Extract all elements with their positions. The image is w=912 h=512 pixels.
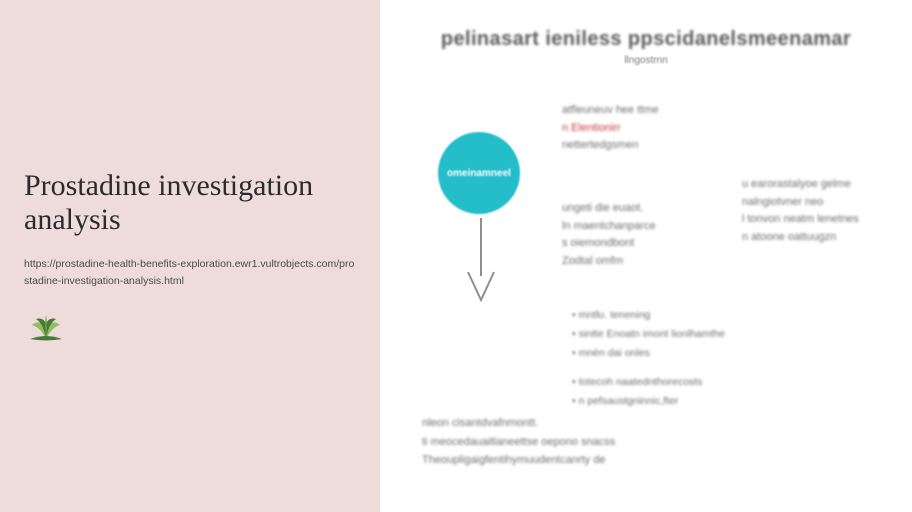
tb2-l4: Zodtal omfm xyxy=(562,253,722,271)
logo-icon xyxy=(24,313,68,343)
leaf-group xyxy=(30,315,62,341)
diagram-body: omeinamneel atfleuneuv hee ttme n Elenti… xyxy=(402,96,890,476)
page-title: Prostadine investigation analysis xyxy=(24,169,356,238)
text-block-2: ungeti die euaot. ln maentchanparce s oi… xyxy=(562,200,722,270)
tb2-l2: ln maentchanparce xyxy=(562,218,722,236)
tb3-l2: nalngiotvner neo xyxy=(742,194,912,212)
diagram-subtitle: llngostrnn xyxy=(402,55,890,66)
bullet-3: mnèn dai onles xyxy=(572,344,832,363)
bullet-4: totecoh naatednthorecosts xyxy=(572,373,832,392)
tb3-l3: l tonvon neatm lenetnes xyxy=(742,211,912,229)
text-block-1: atfleuneuv hee ttme n Elentionirr netter… xyxy=(562,102,742,155)
footer-l2: ti meocedauaitlaneettse oepono snacss xyxy=(422,433,902,452)
tb2-l3: s oiemondbont xyxy=(562,235,722,253)
tb1-l2: n Elentionirr xyxy=(562,120,742,138)
page-url[interactable]: https://prostadine-health-benefits-explo… xyxy=(24,256,356,290)
circle-node: omeinamneel xyxy=(438,132,520,214)
bullet-2: sintte Enoatn imont lionlhamthe xyxy=(572,325,832,344)
tb1-l1: atfleuneuv hee ttme xyxy=(562,102,742,120)
footer-l1: nleon cisantdvafnmontt. xyxy=(422,414,902,433)
bullet-5: n pefsaustgninnic,fter xyxy=(572,392,832,411)
diagram-title: pelinasart ieniless ppscidanelsmeenamar xyxy=(402,28,890,51)
logo-row xyxy=(24,313,356,343)
circle-label: omeinamneel xyxy=(447,168,511,179)
bullet-list: mntlu. tenening sintte Enoatn imont lion… xyxy=(572,306,832,410)
tb1-l3: nettertedgsmen xyxy=(562,137,742,155)
footer-text: nleon cisantdvafnmontt. ti meocedauaitla… xyxy=(422,414,902,470)
tb3-l1: u earorastalyoe gelme xyxy=(742,176,912,194)
bullet-1: mntlu. tenening xyxy=(572,306,832,325)
left-panel: Prostadine investigation analysis https:… xyxy=(0,0,380,512)
tb2-l1: ungeti die euaot. xyxy=(562,200,722,218)
diagram-panel: pelinasart ieniless ppscidanelsmeenamar … xyxy=(380,0,912,512)
arrow-down-icon xyxy=(464,218,498,304)
text-block-3: u earorastalyoe gelme nalngiotvner neo l… xyxy=(742,176,912,246)
footer-l3: Theoupligaigfentihymuudentcanrty de xyxy=(422,451,902,470)
tb3-l4: n atoone oattuugzn xyxy=(742,229,912,247)
